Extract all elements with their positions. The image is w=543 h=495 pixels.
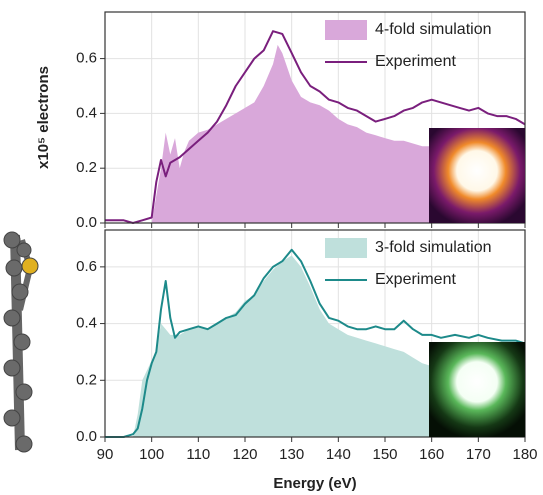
legend-label: Experiment bbox=[375, 271, 456, 288]
x-tick-label: 120 bbox=[232, 446, 257, 463]
y-tick-label: 0.4 bbox=[76, 104, 97, 121]
legend-patch bbox=[325, 238, 367, 258]
legend-label: 4-fold simulation bbox=[375, 21, 492, 38]
x-tick-label: 100 bbox=[139, 446, 164, 463]
y-tick-label: 0.2 bbox=[76, 371, 97, 388]
legend-label: Experiment bbox=[375, 53, 456, 70]
plots: 0.0 0.2 0.4 0.6 4-fold simulation Experiment x… bbox=[35, 11, 538, 492]
y-axis-label: x10⁵ electrons bbox=[35, 66, 52, 169]
x-tick-label: 90 bbox=[97, 446, 114, 463]
x-tick-label: 130 bbox=[279, 446, 304, 463]
x-tick-label: 110 bbox=[186, 446, 210, 463]
y-tick-label: 0.2 bbox=[76, 159, 97, 176]
molecule bbox=[3, 231, 39, 453]
legend-label: 3-fold simulation bbox=[375, 239, 492, 256]
area bbox=[133, 255, 432, 437]
x-tick-label: 170 bbox=[466, 446, 491, 463]
inset-image bbox=[429, 342, 525, 437]
x-tick-label: 150 bbox=[372, 446, 397, 463]
line bbox=[105, 248, 526, 438]
y-tick-label: 0.4 bbox=[76, 315, 97, 332]
x-tick-label: 160 bbox=[419, 446, 444, 463]
plot-frame bbox=[104, 229, 526, 438]
x-axis-label: Energy (eV) bbox=[273, 475, 356, 492]
legend-patch bbox=[325, 20, 367, 40]
plot-frame bbox=[104, 11, 526, 224]
area bbox=[151, 44, 432, 224]
y-tick-label: 0.0 bbox=[76, 214, 97, 231]
inset-image bbox=[429, 128, 525, 223]
x-tick-label: 140 bbox=[326, 446, 351, 463]
x-tick-label: 180 bbox=[512, 446, 537, 463]
insets bbox=[429, 128, 525, 437]
y-tick-label: 0.6 bbox=[76, 258, 97, 275]
line bbox=[105, 30, 526, 224]
y-tick-label: 0.6 bbox=[76, 50, 97, 67]
y-tick-label: 0.0 bbox=[76, 428, 97, 445]
